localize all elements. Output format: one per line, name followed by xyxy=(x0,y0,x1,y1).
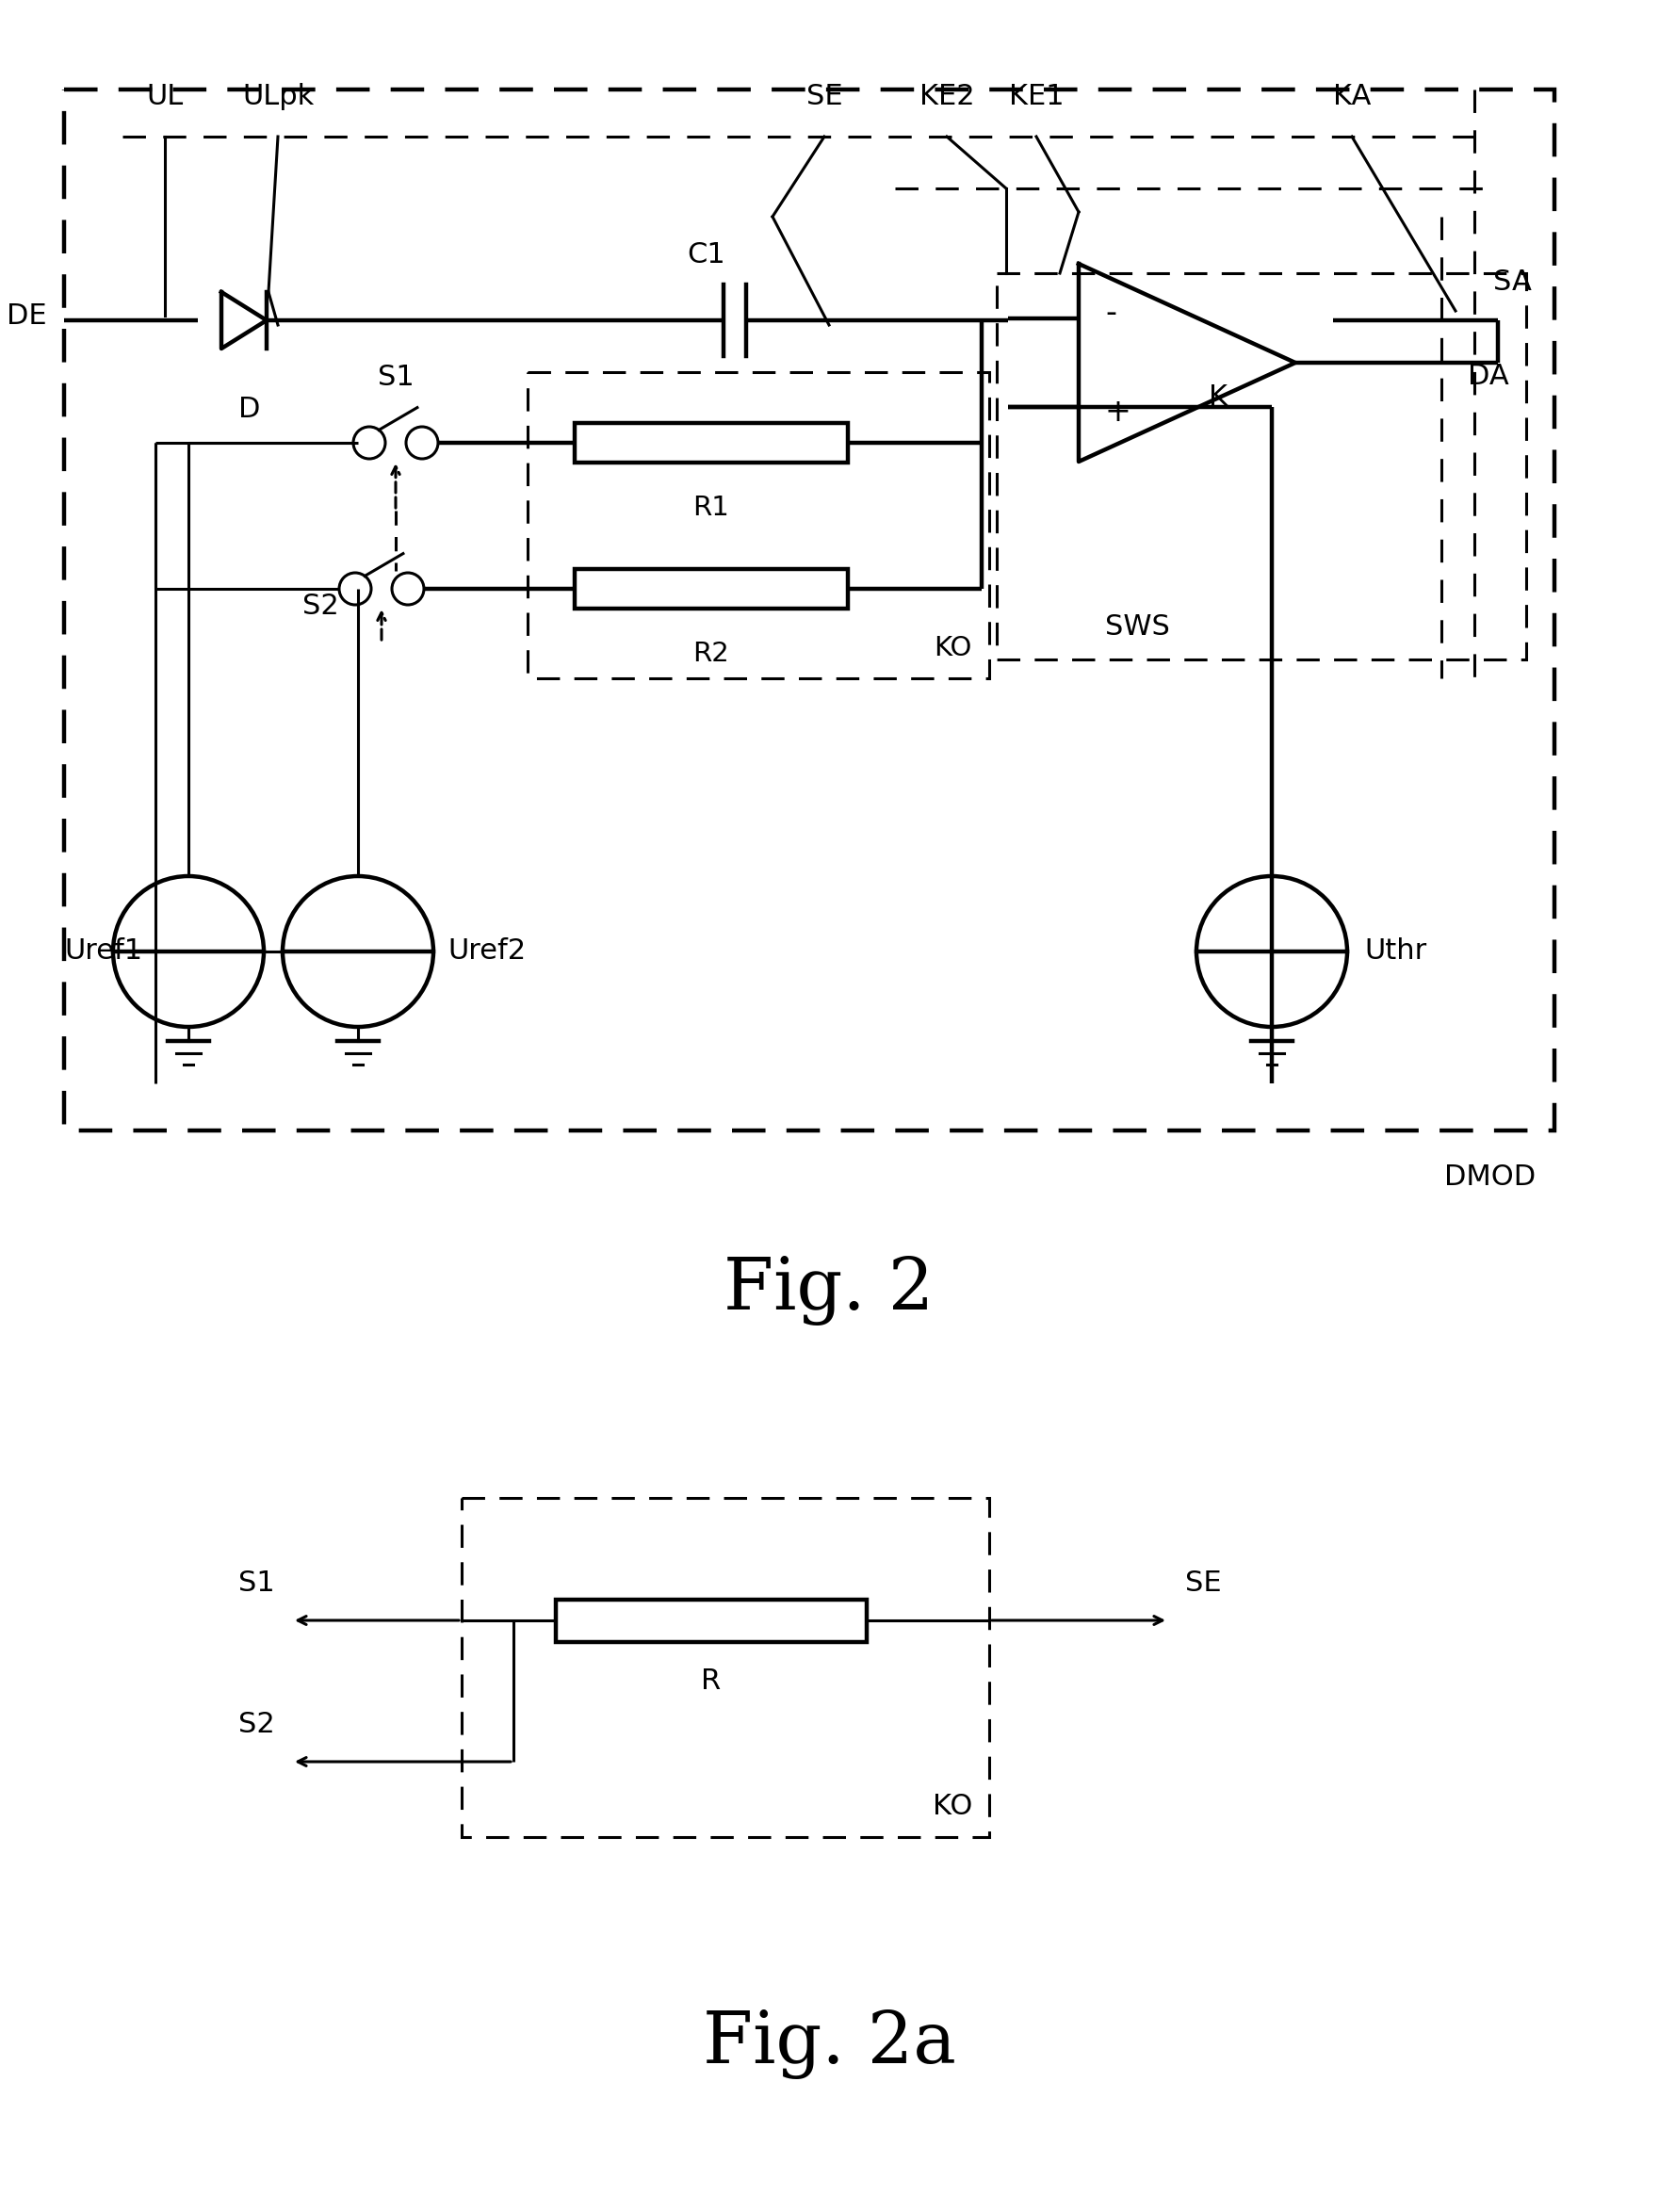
Bar xyxy=(574,568,848,608)
Bar xyxy=(997,274,1526,659)
Text: Fig. 2: Fig. 2 xyxy=(723,1256,934,1325)
Text: S1: S1 xyxy=(239,1571,275,1597)
Text: R1: R1 xyxy=(693,495,730,522)
Text: DE: DE xyxy=(7,301,46,330)
Text: C1: C1 xyxy=(687,241,725,268)
Text: UL: UL xyxy=(146,82,184,111)
Text: KE1: KE1 xyxy=(1009,82,1063,111)
Text: K: K xyxy=(1209,383,1228,411)
Text: -: - xyxy=(1105,299,1117,330)
Bar xyxy=(574,422,848,462)
Text: Fig. 2a: Fig. 2a xyxy=(702,2008,956,2079)
Text: DA: DA xyxy=(1468,363,1510,392)
Text: DMOD: DMOD xyxy=(1443,1164,1536,1190)
Text: ULpk: ULpk xyxy=(242,82,314,111)
Text: KO: KO xyxy=(932,1792,972,1820)
Text: S2: S2 xyxy=(302,593,338,619)
Text: Uref2: Uref2 xyxy=(448,938,526,964)
Text: KE2: KE2 xyxy=(919,82,974,111)
Bar xyxy=(556,1599,866,1641)
Text: R: R xyxy=(702,1668,722,1694)
Text: D: D xyxy=(239,396,260,422)
Text: R2: R2 xyxy=(693,641,730,668)
Text: S2: S2 xyxy=(239,1710,275,1739)
Bar xyxy=(65,88,1554,1130)
Bar xyxy=(461,1498,989,1836)
Text: SE: SE xyxy=(1185,1571,1221,1597)
Text: SE: SE xyxy=(806,82,843,111)
Text: +: + xyxy=(1105,396,1131,427)
Bar xyxy=(528,372,989,679)
Text: Uthr: Uthr xyxy=(1364,938,1427,964)
Text: Uref1: Uref1 xyxy=(65,938,143,964)
Text: KO: KO xyxy=(934,635,972,661)
Text: KA: KA xyxy=(1332,82,1370,111)
Text: SA: SA xyxy=(1493,270,1531,296)
Text: S1: S1 xyxy=(377,363,415,392)
Text: SWS: SWS xyxy=(1105,613,1170,641)
